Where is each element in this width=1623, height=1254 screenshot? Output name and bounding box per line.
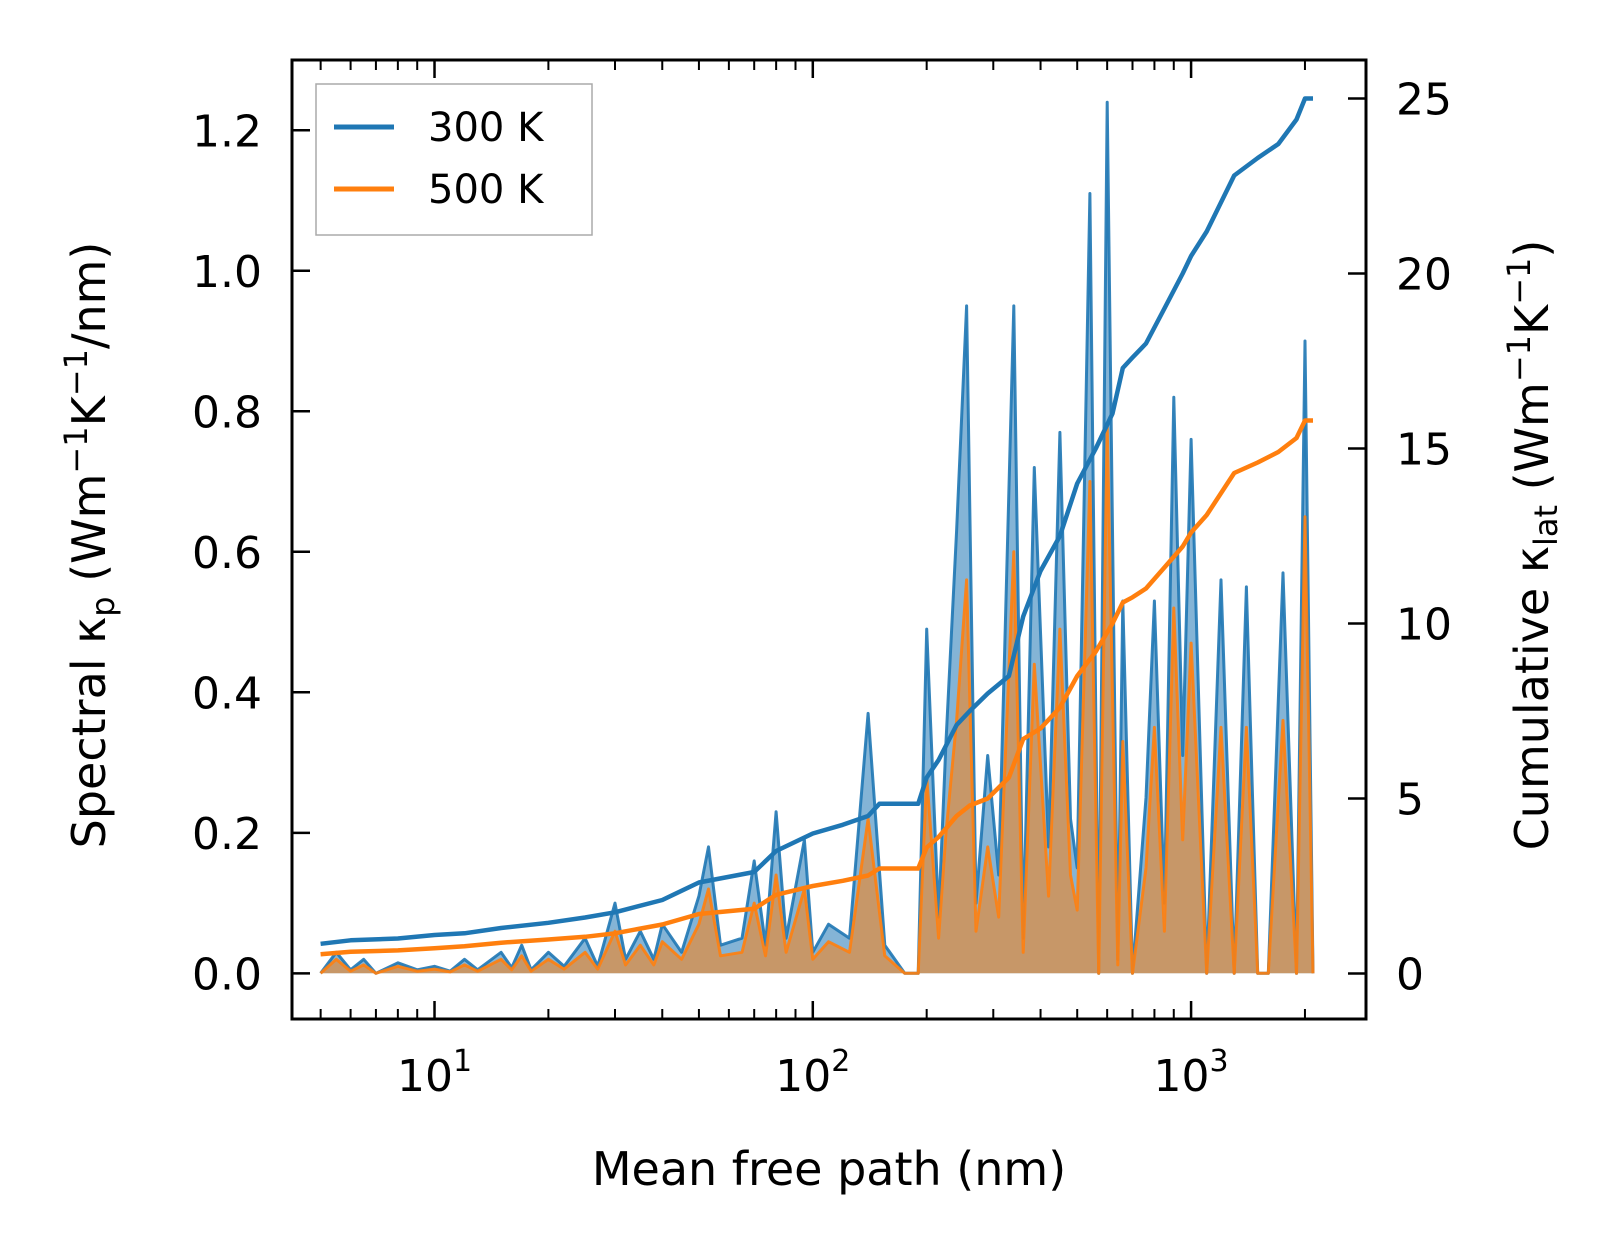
- left-y-tick-label: 1.2: [192, 106, 262, 157]
- spectral-fill-layer: [319, 100, 1315, 975]
- right-y-tick-label: 20: [1396, 250, 1452, 301]
- left-y-axis-title: Spectral κp (Wm−1K−1/nm): [57, 242, 122, 849]
- 500-k-spectral-area: [320, 425, 1314, 974]
- plot-frame: [290, 58, 1368, 1021]
- legend-frame: [315, 83, 593, 236]
- right-y-tick-label: 0: [1396, 950, 1424, 1001]
- left-y-tick-label: 0.0: [192, 949, 262, 1000]
- legend-label-500k: 500 K: [428, 167, 545, 213]
- legend-label-300k: 300 K: [428, 105, 545, 151]
- x-axis-title: Mean free path (nm): [592, 1142, 1066, 1196]
- 300-k-spectral-outline: [319, 100, 1315, 975]
- left-y-tick-label: 0.6: [192, 528, 262, 579]
- legend: 300 K 500 K: [315, 83, 593, 236]
- right-y-axis-title: Cumulative κlat (Wm−1K−1): [1500, 240, 1565, 851]
- cumulative-line-layer: [320, 96, 1313, 957]
- 500-k-spectral-outline: [319, 423, 1315, 975]
- left-y-tick-label: 0.8: [192, 387, 262, 438]
- x-tick-label: 101: [397, 1044, 472, 1102]
- right-y-tick-label: 5: [1396, 775, 1424, 826]
- right-y-tick-label: 15: [1396, 425, 1452, 476]
- left-y-tick-label: 1.0: [192, 247, 262, 298]
- right-y-tick-label: 10: [1396, 600, 1452, 651]
- cumulative-line-300-k: [320, 96, 1313, 947]
- cumulative-line-500-k: [320, 418, 1313, 957]
- left-y-tick-label: 0.2: [192, 809, 262, 860]
- left-y-tick-label: 0.4: [192, 668, 262, 719]
- right-y-tick-label: 25: [1396, 75, 1452, 126]
